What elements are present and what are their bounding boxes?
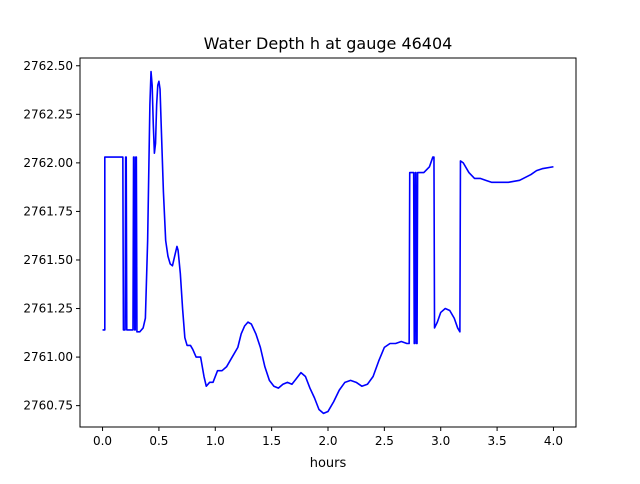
x-tick-label: 3.0 xyxy=(431,434,450,448)
y-tick-label: 2762.25 xyxy=(23,107,73,121)
x-tick-label: 3.5 xyxy=(488,434,507,448)
x-tick-label: 0.0 xyxy=(93,434,112,448)
plot-area-frame xyxy=(79,57,577,428)
x-tick-label: 2.0 xyxy=(318,434,337,448)
x-tick-label: 2.5 xyxy=(375,434,394,448)
x-tick-label: 1.5 xyxy=(262,434,281,448)
chart-title: Water Depth h at gauge 46404 xyxy=(204,34,453,53)
y-tick-label: 2761.75 xyxy=(23,204,73,218)
series-line-0 xyxy=(102,70,554,415)
y-tick-label: 2761.00 xyxy=(23,350,73,364)
y-tick-label: 2761.25 xyxy=(23,302,73,316)
y-tick-label: 2760.75 xyxy=(23,399,73,413)
y-tick-label: 2762.00 xyxy=(23,156,73,170)
x-axis-label: hours xyxy=(310,456,347,471)
x-tick-label: 1.0 xyxy=(206,434,225,448)
y-axis: 2760.75 2761.00 2761.25 2761.50 2761.75 2762.… xyxy=(23,59,80,413)
x-tick-label: 4.0 xyxy=(544,434,563,448)
x-tick-label: 0.5 xyxy=(149,434,168,448)
x-axis: 0.0 0.5 1.0 1.5 2.0 2.5 3.0 3.5 4.0 xyxy=(93,427,563,448)
y-tick-label: 2761.50 xyxy=(23,253,73,267)
series-layer xyxy=(102,70,554,415)
y-tick-label: 2762.50 xyxy=(23,59,73,73)
